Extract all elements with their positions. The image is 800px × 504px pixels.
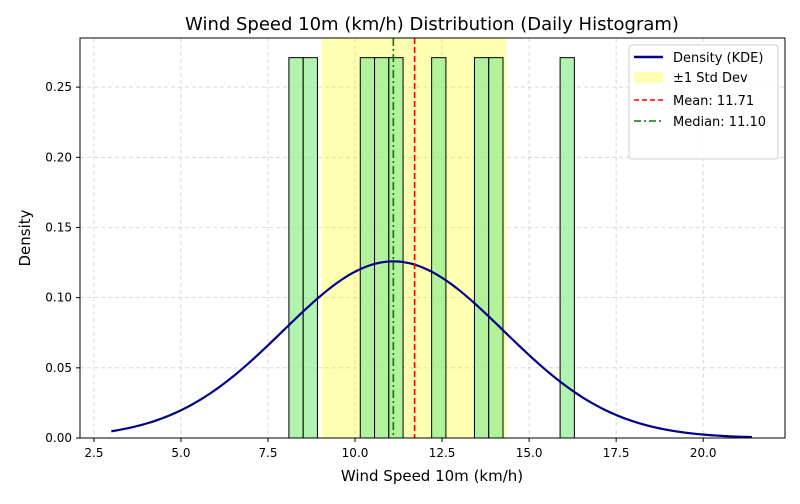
y-tick-label: 0.05	[45, 361, 72, 375]
x-ticks: 2.5 5.0 7.5 10.0 12.5 15.0 17.5 20.0	[84, 438, 717, 460]
histogram-bar-1	[288, 57, 304, 439]
x-tick-label: 15.0	[516, 446, 543, 460]
legend-band-label: ±1 Std Dev	[673, 71, 748, 86]
legend-mean-label: Mean: 11.71	[673, 94, 754, 109]
histogram-bar-8	[488, 57, 504, 439]
y-tick-label: 0.25	[45, 80, 72, 94]
histogram-bars	[288, 57, 575, 439]
y-tick-label: 0.20	[45, 150, 72, 164]
histogram-bar-4	[374, 57, 390, 439]
x-axis-label: Wind Speed 10m (km/h)	[341, 467, 523, 485]
legend-kde-label: Density (KDE)	[673, 51, 763, 66]
y-tick-label: 0.00	[45, 431, 72, 445]
histogram-bar-5	[388, 57, 404, 439]
x-tick-label: 7.5	[258, 446, 277, 460]
kde-layer	[111, 260, 752, 439]
y-axis-label: Density	[16, 209, 34, 266]
legend-median-label: Median: 11.10	[673, 115, 766, 130]
y-tick-label: 0.15	[45, 220, 72, 234]
legend-band-swatch	[634, 72, 663, 83]
legend: Density (KDE) ±1 Std Dev Mean: 11.71 Med…	[628, 44, 779, 160]
chart-title: Wind Speed 10m (km/h) Distribution (Dail…	[185, 14, 679, 35]
x-tick-label: 2.5	[84, 446, 103, 460]
x-tick-label: 10.0	[342, 446, 369, 460]
y-ticks: 0.00 0.05 0.10 0.15 0.20 0.25	[45, 80, 80, 445]
legend-box	[628, 44, 779, 160]
plot-frame	[79, 37, 786, 439]
x-tick-label: 17.5	[603, 446, 630, 460]
x-tick-label: 20.0	[690, 446, 717, 460]
histogram-bar-6	[431, 57, 447, 439]
histogram-bar-3	[359, 57, 376, 439]
kde-curve	[111, 260, 752, 439]
histogram-bar-7	[473, 57, 490, 439]
x-tick-label: 5.0	[171, 446, 190, 460]
histogram-bar-2	[302, 57, 318, 439]
histogram-bar-9	[559, 57, 575, 439]
x-tick-label: 12.5	[429, 446, 456, 460]
y-tick-label: 0.10	[45, 291, 72, 305]
stat-lines	[392, 38, 416, 438]
